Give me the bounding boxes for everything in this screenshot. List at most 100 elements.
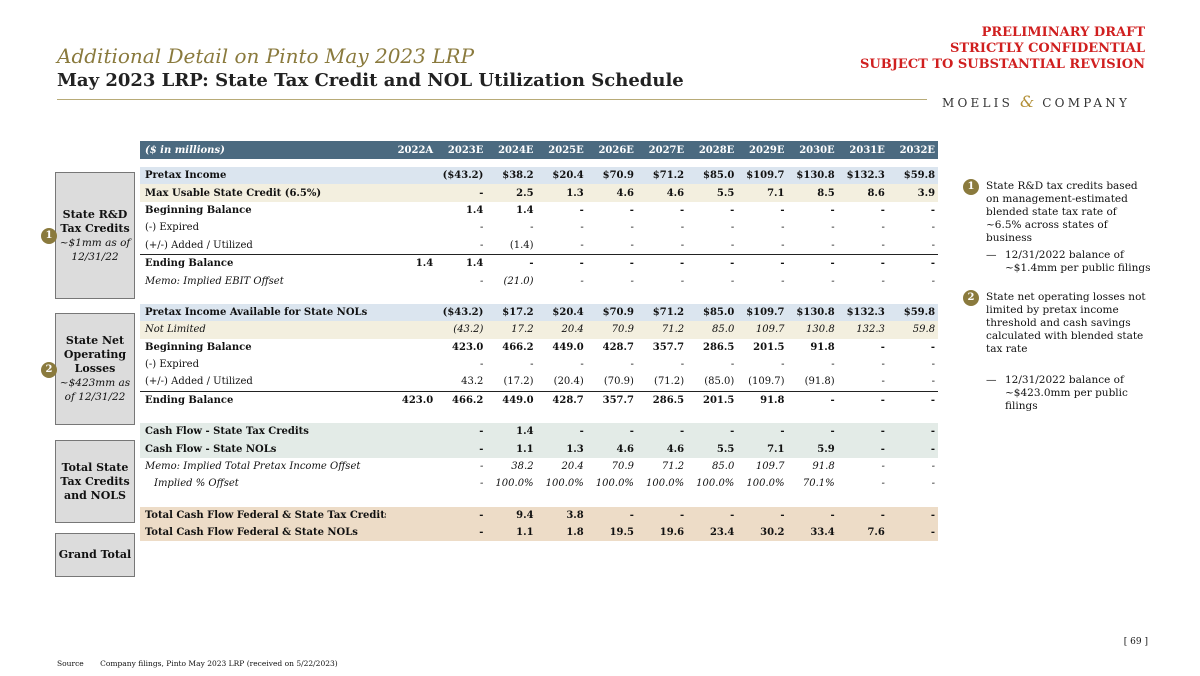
value-cell: $17.2 xyxy=(486,303,537,322)
value-cell: (71.2) xyxy=(654,376,685,388)
row-sec3-pct: Implied % Offset -100.0% 100.0% 100.0% 100.0… xyxy=(140,475,938,492)
spacer-cell xyxy=(587,493,637,501)
value-cell: $38.2 xyxy=(486,167,537,185)
row-label: Total Cash Flow Federal & State NOLs xyxy=(140,524,386,542)
value-cell xyxy=(386,321,437,339)
row-sec1-expired: (-) Expired - - - - - - - - - - xyxy=(140,219,938,236)
value-cell xyxy=(386,237,436,255)
nol-title: State Net Operating Losses xyxy=(63,334,127,375)
value-cell: - xyxy=(486,253,537,273)
value-cell: 7.6 xyxy=(837,524,888,542)
value-cell: - xyxy=(837,440,888,458)
value-cell xyxy=(386,475,436,492)
source-text: Company filings, Pinto May 2023 LRP (rec… xyxy=(100,659,338,668)
section-label-total: Total State Tax Credits and NOLS xyxy=(55,440,135,523)
spacer-cell xyxy=(587,409,637,417)
value-cell: - xyxy=(737,423,788,441)
value-cell: 1.4 xyxy=(465,204,484,216)
row-label: Implied % Offset xyxy=(154,478,239,490)
value-cell xyxy=(386,506,437,525)
value-cell xyxy=(386,303,437,322)
row-sec1-added: (+/-) Added / Utilized - (1.4) - - - - - - - - xyxy=(140,237,938,255)
value-cell: 100.0% xyxy=(696,478,735,490)
value-cell: - xyxy=(586,423,637,441)
value-cell: - xyxy=(636,253,688,273)
row-label: Ending Balance xyxy=(140,390,386,410)
footnote-badge-2: 2 xyxy=(41,362,57,378)
value-cell: - xyxy=(580,239,584,251)
spacer-cell xyxy=(537,493,587,501)
value-cell: - xyxy=(931,222,936,234)
value-cell: 423.0 xyxy=(386,390,437,410)
value-cell xyxy=(386,458,436,475)
value-cell: - xyxy=(831,275,835,287)
value-cell: - xyxy=(887,390,939,410)
value-cell: (70.9) xyxy=(603,376,634,388)
value-cell: - xyxy=(881,359,885,371)
spacer-cell xyxy=(888,290,938,298)
year-header: 2024E xyxy=(486,141,537,159)
value-cell: - xyxy=(536,253,587,273)
value-cell: 1.1 xyxy=(486,524,537,542)
value-cell: 8.5 xyxy=(787,184,838,202)
spacer-cell xyxy=(436,290,486,298)
value-cell: 7.1 xyxy=(737,440,788,458)
value-cell: - xyxy=(931,359,936,371)
row-label: Beginning Balance xyxy=(145,204,252,216)
value-cell: 357.7 xyxy=(652,341,685,353)
draft-line-2: STRICTLY CONFIDENTIAL xyxy=(950,41,1145,56)
value-cell: - xyxy=(687,506,738,525)
value-cell: - xyxy=(730,204,735,216)
row-label: Memo: Implied EBIT Offset xyxy=(145,275,284,287)
value-cell: 1.4 xyxy=(436,253,487,273)
value-cell: 428.7 xyxy=(602,341,634,353)
row-label: Beginning Balance xyxy=(145,341,252,353)
value-cell: - xyxy=(436,184,487,202)
value-cell: 449.0 xyxy=(552,341,584,353)
spacer-row xyxy=(140,290,938,298)
value-cell: - xyxy=(881,275,885,287)
value-cell: - xyxy=(479,239,484,251)
value-cell: - xyxy=(781,222,785,234)
value-cell: 1.3 xyxy=(536,184,587,202)
value-cell: - xyxy=(580,275,584,287)
value-cell: 91.8 xyxy=(737,390,788,410)
value-cell: - xyxy=(831,359,835,371)
row-label: (-) Expired xyxy=(145,359,199,371)
value-cell: $20.4 xyxy=(536,167,587,185)
row-label: Total Cash Flow Federal & State Tax Cred… xyxy=(140,506,386,525)
value-cell: 17.2 xyxy=(486,321,537,339)
value-cell: - xyxy=(781,275,785,287)
row-sec1-max_usable: Max Usable State Credit (6.5%) -2.5 1.3 4.6… xyxy=(140,184,939,202)
spacer-cell xyxy=(587,159,637,167)
value-cell xyxy=(386,184,437,202)
note-1-sub-text: 12/31/2022 balance of ~$1.4mm per public… xyxy=(1005,249,1151,274)
value-cell: 85.0 xyxy=(712,461,735,473)
note-1: State R&D tax credits based on managemen… xyxy=(986,180,1138,244)
company-logo: MOELIS & COMPANY xyxy=(942,92,1130,111)
row-sec3-cf_credits: Cash Flow - State Tax Credits -1.4- - - - - - -… xyxy=(140,423,939,441)
value-cell: - xyxy=(930,204,936,216)
spacer-cell xyxy=(486,159,536,167)
spacer-cell xyxy=(537,159,587,167)
value-cell: 20.4 xyxy=(536,321,587,339)
value-cell: - xyxy=(479,275,484,287)
row-sec1-beg: Beginning Balance 1.4 1.4 - - - - - - - - xyxy=(140,202,938,219)
spacer-cell xyxy=(687,290,737,298)
value-cell: 91.8 xyxy=(812,461,835,473)
value-cell: 71.2 xyxy=(661,461,685,473)
value-cell: 7.1 xyxy=(737,184,788,202)
value-cell: (91.8) xyxy=(804,376,835,388)
value-cell: - xyxy=(931,239,936,251)
value-cell: - xyxy=(831,239,835,251)
row-label: Cash Flow - State NOLs xyxy=(140,440,386,458)
spacer-row xyxy=(140,409,938,417)
note-1-dash: — xyxy=(986,249,997,261)
value-cell: 91.8 xyxy=(810,341,835,353)
value-cell: - xyxy=(787,423,838,441)
spacer-cell xyxy=(737,290,787,298)
spacer-cell xyxy=(386,409,436,417)
header-rule xyxy=(57,99,927,100)
value-cell: (43.2) xyxy=(436,321,487,339)
total-title: Total State Tax Credits and NOLS xyxy=(60,460,130,502)
